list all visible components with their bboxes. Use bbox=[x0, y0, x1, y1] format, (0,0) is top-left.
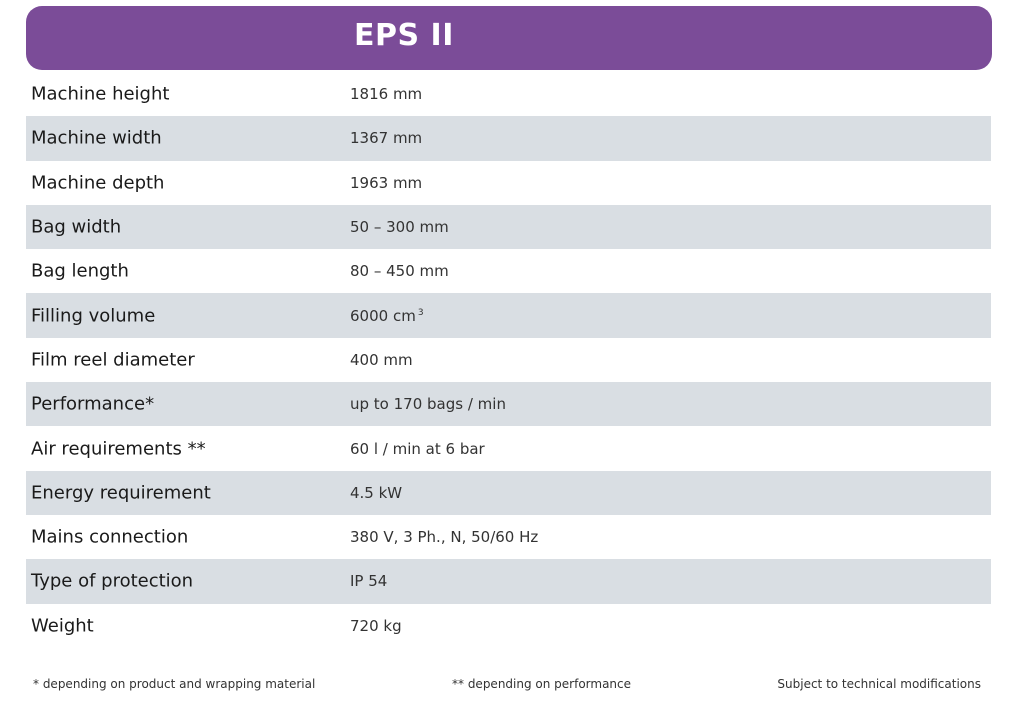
footnote-product: * depending on product and wrapping mate… bbox=[33, 677, 316, 691]
spec-value-filling-volume: 6000 cm 3 bbox=[350, 307, 424, 325]
spec-row: Mains connection 380 V, 3 Ph., N, 50/60 … bbox=[26, 515, 991, 559]
product-title: EPS II bbox=[354, 18, 454, 53]
spec-row: Machine height 1816 mm bbox=[26, 72, 991, 116]
spec-label: Machine depth bbox=[31, 172, 165, 194]
spec-label: Weight bbox=[31, 615, 94, 637]
spec-value: up to 170 bags / min bbox=[350, 395, 506, 414]
spec-value: IP 54 bbox=[350, 572, 388, 591]
title-banner: EPS II bbox=[26, 6, 992, 70]
spec-row: Type of protection IP 54 bbox=[26, 559, 991, 604]
spec-value: 1816 mm bbox=[350, 85, 423, 104]
spec-label: Performance* bbox=[31, 393, 155, 415]
spec-row: Weight 720 kg bbox=[26, 604, 991, 648]
spec-label: Type of protection bbox=[31, 570, 194, 592]
spec-value: 60 l / min at 6 bar bbox=[350, 439, 485, 458]
superscript: 3 bbox=[417, 307, 424, 318]
spec-row: Machine depth 1963 mm bbox=[26, 161, 991, 205]
spec-label: Mains connection bbox=[31, 526, 189, 548]
spec-value: 50 – 300 mm bbox=[350, 218, 449, 237]
spec-label: Air requirements ** bbox=[31, 438, 206, 460]
spec-value: 1367 mm bbox=[350, 129, 423, 148]
spec-row: Machine width 1367 mm bbox=[26, 116, 991, 161]
spec-value: 380 V, 3 Ph., N, 50/60 Hz bbox=[350, 528, 539, 547]
spec-value: 400 mm bbox=[350, 350, 413, 369]
spec-row: Air requirements ** 60 l / min at 6 bar bbox=[26, 426, 991, 470]
spec-row: Performance* up to 170 bags / min bbox=[26, 382, 991, 427]
spec-value: 1963 mm bbox=[350, 173, 423, 192]
spec-value-text: 6000 cm bbox=[350, 306, 416, 325]
spec-label: Bag width bbox=[31, 216, 122, 238]
spec-label: Filling volume bbox=[31, 305, 156, 327]
spec-label: Machine width bbox=[31, 127, 162, 149]
spec-row: Energy requirement 4.5 kW bbox=[26, 470, 991, 515]
spec-value: 720 kg bbox=[350, 616, 402, 635]
spec-label: Energy requirement bbox=[31, 482, 211, 504]
spec-row: Bag width 50 – 300 mm bbox=[26, 204, 991, 250]
spec-row: Filling volume 6000 cm 3 bbox=[26, 293, 991, 338]
spec-label: Machine height bbox=[31, 83, 170, 105]
footnote-modifications: Subject to technical modifications bbox=[777, 677, 981, 691]
footnote-performance: ** depending on performance bbox=[452, 677, 632, 691]
footnotes: * depending on product and wrapping mate… bbox=[0, 677, 1015, 695]
spec-value: 80 – 450 mm bbox=[350, 262, 449, 281]
spec-label: Film reel diameter bbox=[31, 349, 195, 371]
spec-label: Bag length bbox=[31, 260, 129, 282]
spec-value: 4.5 kW bbox=[350, 483, 403, 502]
spec-row: Bag length 80 – 450 mm bbox=[26, 249, 991, 293]
spec-table: Machine height 1816 mm Machine width 136… bbox=[26, 72, 991, 648]
spec-row: Film reel diameter 400 mm bbox=[26, 338, 991, 382]
